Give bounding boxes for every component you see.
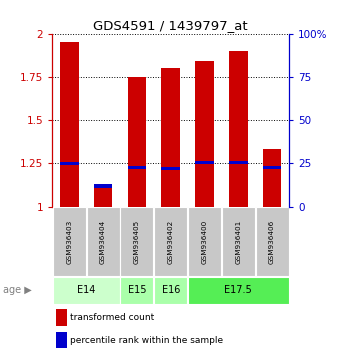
Text: GSM936405: GSM936405 xyxy=(134,219,140,264)
FancyBboxPatch shape xyxy=(120,207,153,276)
FancyBboxPatch shape xyxy=(188,207,221,276)
FancyBboxPatch shape xyxy=(256,207,289,276)
Bar xyxy=(195,61,214,207)
FancyBboxPatch shape xyxy=(154,207,187,276)
Bar xyxy=(263,166,281,169)
FancyBboxPatch shape xyxy=(120,277,153,304)
Bar xyxy=(128,166,146,169)
Text: GSM936403: GSM936403 xyxy=(66,219,72,264)
Text: E17.5: E17.5 xyxy=(224,285,252,295)
Bar xyxy=(94,184,113,188)
Bar xyxy=(56,332,67,348)
FancyBboxPatch shape xyxy=(154,277,187,304)
Bar xyxy=(60,42,78,207)
Text: GSM936404: GSM936404 xyxy=(100,219,106,264)
Bar xyxy=(162,68,180,207)
Bar xyxy=(263,149,281,207)
Title: GDS4591 / 1439797_at: GDS4591 / 1439797_at xyxy=(93,19,248,33)
Bar xyxy=(195,161,214,164)
FancyBboxPatch shape xyxy=(53,277,120,304)
Text: transformed count: transformed count xyxy=(70,313,154,322)
Text: GSM936401: GSM936401 xyxy=(235,219,241,264)
Text: E15: E15 xyxy=(128,285,146,295)
Text: age ▶: age ▶ xyxy=(3,285,32,295)
Text: GSM936402: GSM936402 xyxy=(168,219,174,264)
Bar xyxy=(60,162,78,165)
FancyBboxPatch shape xyxy=(53,207,86,276)
FancyBboxPatch shape xyxy=(188,277,289,304)
Text: E14: E14 xyxy=(77,285,95,295)
Bar xyxy=(128,77,146,207)
Text: percentile rank within the sample: percentile rank within the sample xyxy=(70,336,223,345)
FancyBboxPatch shape xyxy=(222,207,255,276)
Text: GSM936400: GSM936400 xyxy=(201,219,208,264)
Text: E16: E16 xyxy=(162,285,180,295)
Bar xyxy=(229,51,247,207)
FancyBboxPatch shape xyxy=(87,207,120,276)
Bar xyxy=(94,186,113,207)
Bar xyxy=(56,309,67,326)
Bar xyxy=(229,161,247,164)
Bar xyxy=(162,167,180,170)
Text: GSM936406: GSM936406 xyxy=(269,219,275,264)
